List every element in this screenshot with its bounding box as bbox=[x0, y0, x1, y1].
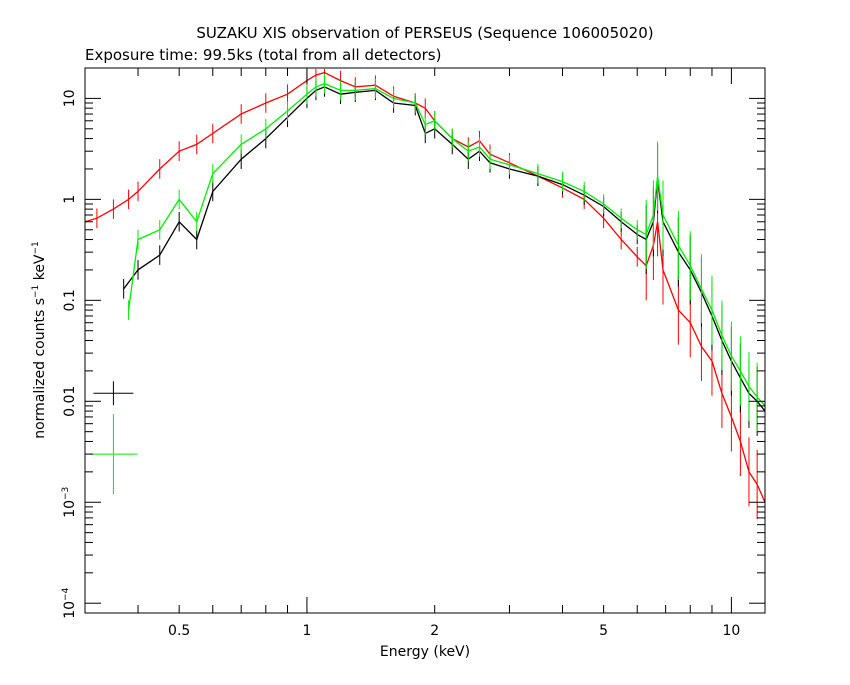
chart-subtitle: Exposure time: 99.5ks (total from all de… bbox=[85, 46, 441, 64]
y-axis-label: normalized counts s−1 keV−1 bbox=[31, 241, 48, 439]
y-tick-label-0: 10 bbox=[62, 89, 78, 107]
x-tick-label-4: 10 bbox=[722, 623, 740, 639]
y-label-mid: keV bbox=[32, 254, 48, 285]
y-tick-label-2: 0.1 bbox=[62, 289, 78, 311]
series-line-1 bbox=[123, 86, 766, 412]
annotation-layer bbox=[89, 381, 138, 495]
y-tick-label-3: 0.01 bbox=[62, 386, 78, 417]
x-axis-label: Energy (keV) bbox=[380, 644, 470, 660]
chart-title: SUZAKU XIS observation of PERSEUS (Seque… bbox=[196, 24, 653, 42]
series-layer bbox=[84, 69, 766, 537]
series-1 bbox=[123, 77, 766, 446]
plot-frame bbox=[84, 67, 766, 614]
y-label-base: normalized counts s bbox=[32, 298, 48, 439]
axis-ticks: 0.5 1 2 5 10 10 1 0.1 0.01 10−3 10−4 bbox=[61, 67, 765, 639]
y-tick-label-4: 10−3 bbox=[61, 487, 78, 518]
x-tick-label-0: 0.5 bbox=[168, 623, 190, 639]
y-tick-label-5: 10−4 bbox=[61, 587, 78, 618]
y-label-exp1: −1 bbox=[31, 285, 41, 298]
x-tick-label-1: 1 bbox=[302, 623, 311, 639]
x-tick-label-2: 2 bbox=[430, 623, 439, 639]
y-tick-label-1: 1 bbox=[62, 195, 78, 204]
series-line-2 bbox=[127, 82, 766, 407]
y-label-exp2: −1 bbox=[31, 241, 41, 254]
x-tick-label-3: 5 bbox=[599, 623, 608, 639]
series-2 bbox=[127, 73, 766, 441]
